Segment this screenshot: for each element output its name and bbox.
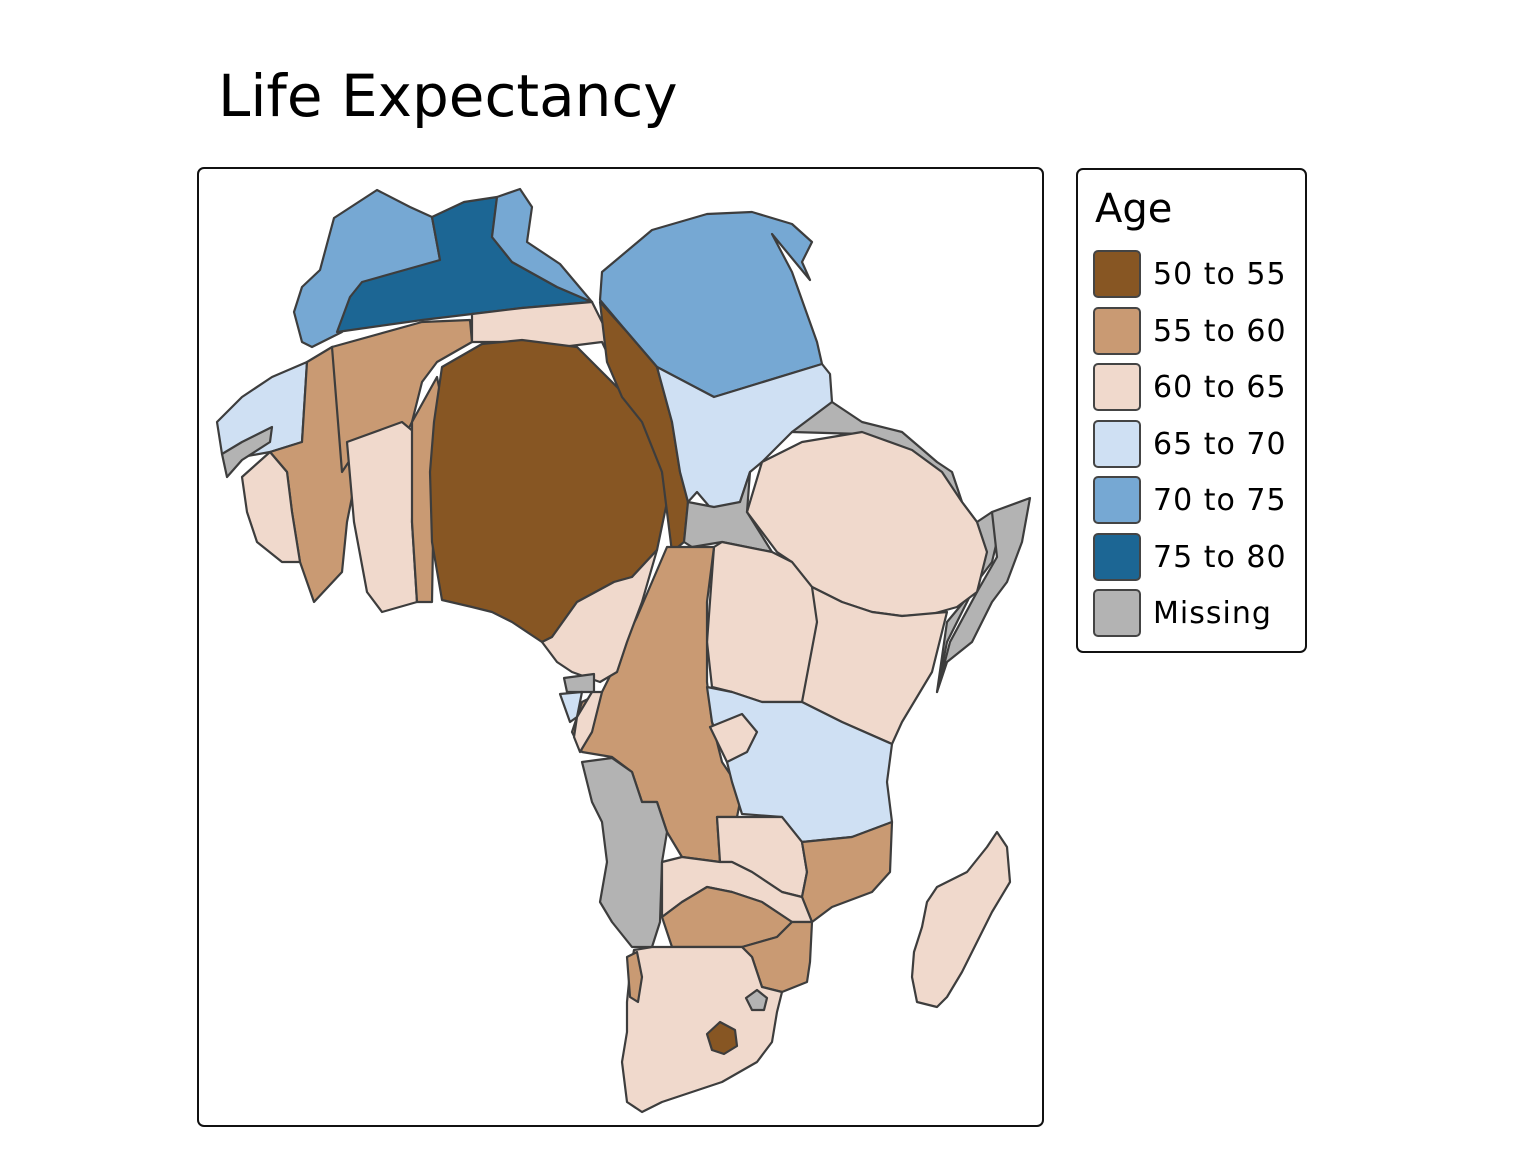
- legend-swatch: [1093, 589, 1141, 637]
- legend-label: 75 to 80: [1153, 540, 1287, 575]
- region-gulf-pale: [572, 690, 604, 754]
- region-madagascar: [910, 830, 1012, 1009]
- legend-swatch: [1093, 250, 1141, 298]
- legend-title: Age: [1095, 186, 1173, 232]
- region-eswatini: [744, 988, 769, 1012]
- region-north-central: [490, 187, 594, 304]
- legend-label: 70 to 75: [1153, 483, 1287, 518]
- legend-item-55-60: 55 to 60: [1093, 307, 1303, 357]
- region-horn-east: [935, 496, 1032, 694]
- legend-label: 65 to 70: [1153, 427, 1287, 462]
- legend-item-missing: Missing: [1093, 589, 1303, 639]
- region-west-missing: [220, 425, 274, 479]
- region-southeast-a: [800, 820, 894, 924]
- map-panel: [197, 167, 1044, 1127]
- legend-swatch: [1093, 307, 1141, 355]
- legend-label: Missing: [1153, 596, 1272, 631]
- region-east-missing: [682, 470, 774, 554]
- legend-item-75-80: 75 to 80: [1093, 533, 1303, 583]
- legend-swatch: [1093, 476, 1141, 524]
- region-central-west: [705, 540, 819, 704]
- legend-swatch: [1093, 420, 1141, 468]
- legend-swatch: [1093, 533, 1141, 581]
- region-namibia-sliver: [625, 950, 644, 1004]
- legend-item-65-70: 65 to 70: [1093, 420, 1303, 470]
- legend-label: 55 to 60: [1153, 314, 1287, 349]
- legend-swatch: [1093, 363, 1141, 411]
- region-southwest-missing: [580, 756, 669, 949]
- legend-item-70-75: 70 to 75: [1093, 476, 1303, 526]
- map-title: Life Expectancy: [218, 62, 678, 130]
- legend-label: 60 to 65: [1153, 370, 1287, 405]
- legend-item-50-55: 50 to 55: [1093, 250, 1303, 300]
- legend-label: 50 to 55: [1153, 257, 1287, 292]
- map-legend: Age 50 to 55 55 to 60 60 to 65 65 to 70 …: [1076, 168, 1307, 653]
- cartogram-map: [215, 187, 1032, 1114]
- region-lake-pale: [708, 712, 759, 764]
- region-west-d: [240, 450, 302, 564]
- region-east-horn-a: [655, 362, 834, 514]
- region-west-e: [345, 420, 419, 614]
- region-south-africa: [620, 945, 784, 1114]
- region-lesotho: [705, 1020, 739, 1056]
- region-gulf-missing: [562, 672, 596, 694]
- region-gulf-small: [540, 548, 659, 684]
- legend-item-60-65: 60 to 65: [1093, 363, 1303, 413]
